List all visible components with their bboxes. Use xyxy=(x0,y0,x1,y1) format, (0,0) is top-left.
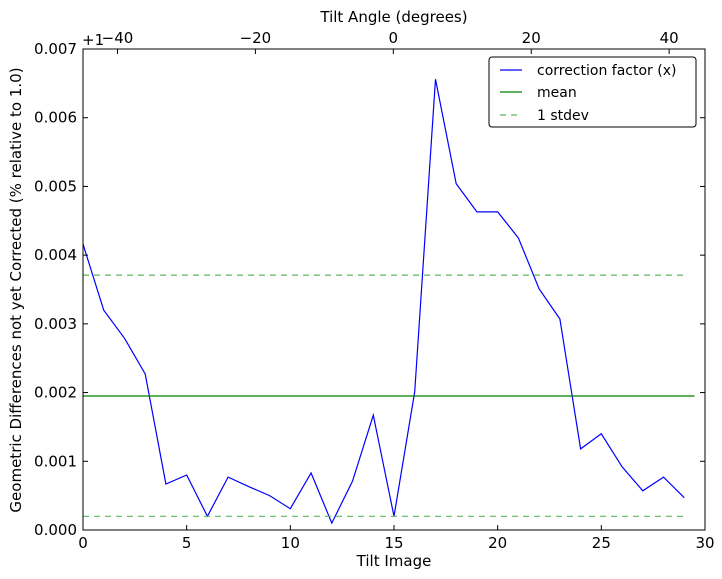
top-x-tick-label: 20 xyxy=(522,29,541,47)
top-x-tick-label: 40 xyxy=(660,29,679,47)
y-tick-label: 0.006 xyxy=(34,109,77,127)
legend-label-correction: correction factor (x) xyxy=(537,63,676,79)
top-x-tick-label: −40 xyxy=(102,29,134,47)
legend: correction factor (x) mean 1 stdev xyxy=(488,56,697,128)
y-tick-label: 0.001 xyxy=(34,452,77,470)
y-tick-label: 0.005 xyxy=(34,177,77,195)
legend-label-mean: mean xyxy=(537,85,577,101)
y-tick-label: 0.003 xyxy=(34,315,77,333)
top-x-axis-label: Tilt Angle (degrees) xyxy=(319,8,467,26)
x-axis-label: Tilt Image xyxy=(356,552,432,570)
x-tick-label: 20 xyxy=(488,534,507,552)
x-tick-label: 0 xyxy=(78,534,88,552)
top-x-tick-label: −20 xyxy=(240,29,272,47)
x-tick-label: 30 xyxy=(695,534,714,552)
top-offset-text: +1 xyxy=(82,31,104,49)
y-axis-label: Geometric Differences not yet Corrected … xyxy=(7,67,25,512)
x-tick-label: 5 xyxy=(182,534,192,552)
legend-label-stdev: 1 stdev xyxy=(537,108,589,124)
y-tick-label: 0.007 xyxy=(34,40,77,58)
legend-box xyxy=(488,56,697,128)
x-tick-label: 10 xyxy=(281,534,300,552)
y-tick-label: 0.000 xyxy=(34,521,77,539)
x-tick-label: 25 xyxy=(592,534,611,552)
x-tick-label: 15 xyxy=(384,534,403,552)
y-tick-label: 0.004 xyxy=(34,246,77,264)
top-x-tick-label: 0 xyxy=(389,29,399,47)
y-tick-label: 0.002 xyxy=(34,384,77,402)
series-line-0 xyxy=(82,79,685,525)
